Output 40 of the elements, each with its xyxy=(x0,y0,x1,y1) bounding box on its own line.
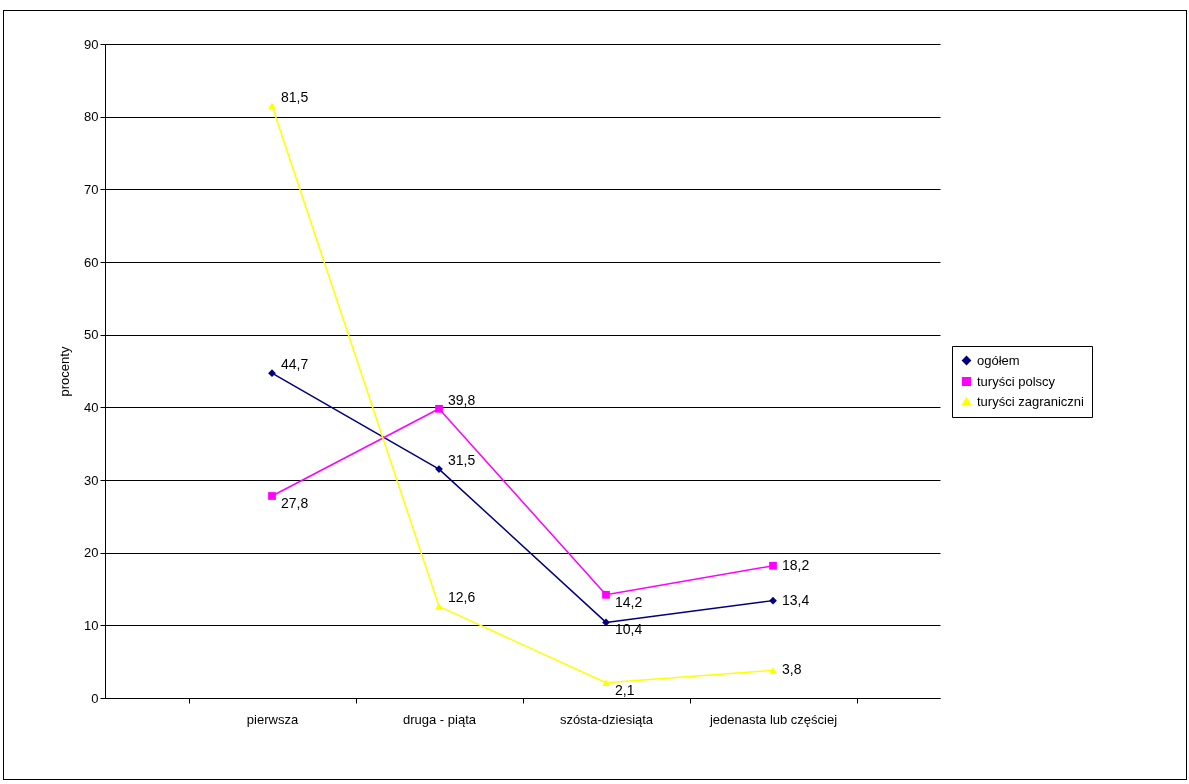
y-tick-label: 10 xyxy=(84,617,99,633)
point xyxy=(268,369,276,378)
point xyxy=(268,102,276,110)
data-label: 18,2 xyxy=(782,556,810,573)
y-tick-label: 30 xyxy=(84,472,99,488)
legend-label: turyści polscy xyxy=(977,373,1056,389)
legend-label: ogółem xyxy=(977,352,1020,368)
point xyxy=(435,404,443,413)
data-label: 3,8 xyxy=(782,661,802,678)
x-tick-label: szósta-dziesiąta xyxy=(559,711,654,727)
data-label: 39,8 xyxy=(448,391,476,408)
data-label: 13,4 xyxy=(782,591,810,608)
y-tick-label: 20 xyxy=(84,545,99,561)
x-tick-label: pierwsza xyxy=(246,711,299,727)
point xyxy=(769,667,777,674)
legend-label: turyści zagraniczni xyxy=(977,393,1085,409)
y-tick-label: 40 xyxy=(84,399,99,415)
y-tick-label: 0 xyxy=(91,690,99,706)
y-tick-label: 90 xyxy=(84,36,99,52)
x-tick-label: jedenasta lub częściej xyxy=(708,711,838,727)
data-label: 31,5 xyxy=(448,452,476,469)
point xyxy=(268,492,276,500)
data-label: 2,1 xyxy=(615,681,635,698)
data-label: 81,5 xyxy=(281,88,309,105)
y-tick-label: 80 xyxy=(84,109,99,125)
data-label: 12,6 xyxy=(448,589,476,606)
point xyxy=(769,596,777,605)
y-tick-label: 50 xyxy=(84,327,99,343)
data-label: 44,7 xyxy=(281,356,309,373)
y-tick-label: 70 xyxy=(84,181,99,197)
y-tick-label: 60 xyxy=(84,254,99,270)
point xyxy=(602,679,610,687)
y-axis-title: procenty xyxy=(57,346,73,397)
x-tick-label: druga - piąta xyxy=(403,711,477,727)
point xyxy=(435,603,443,610)
point xyxy=(769,561,777,570)
point xyxy=(602,590,610,599)
data-label: 27,8 xyxy=(281,494,309,511)
point xyxy=(602,618,610,627)
data-label: 14,2 xyxy=(615,593,643,610)
